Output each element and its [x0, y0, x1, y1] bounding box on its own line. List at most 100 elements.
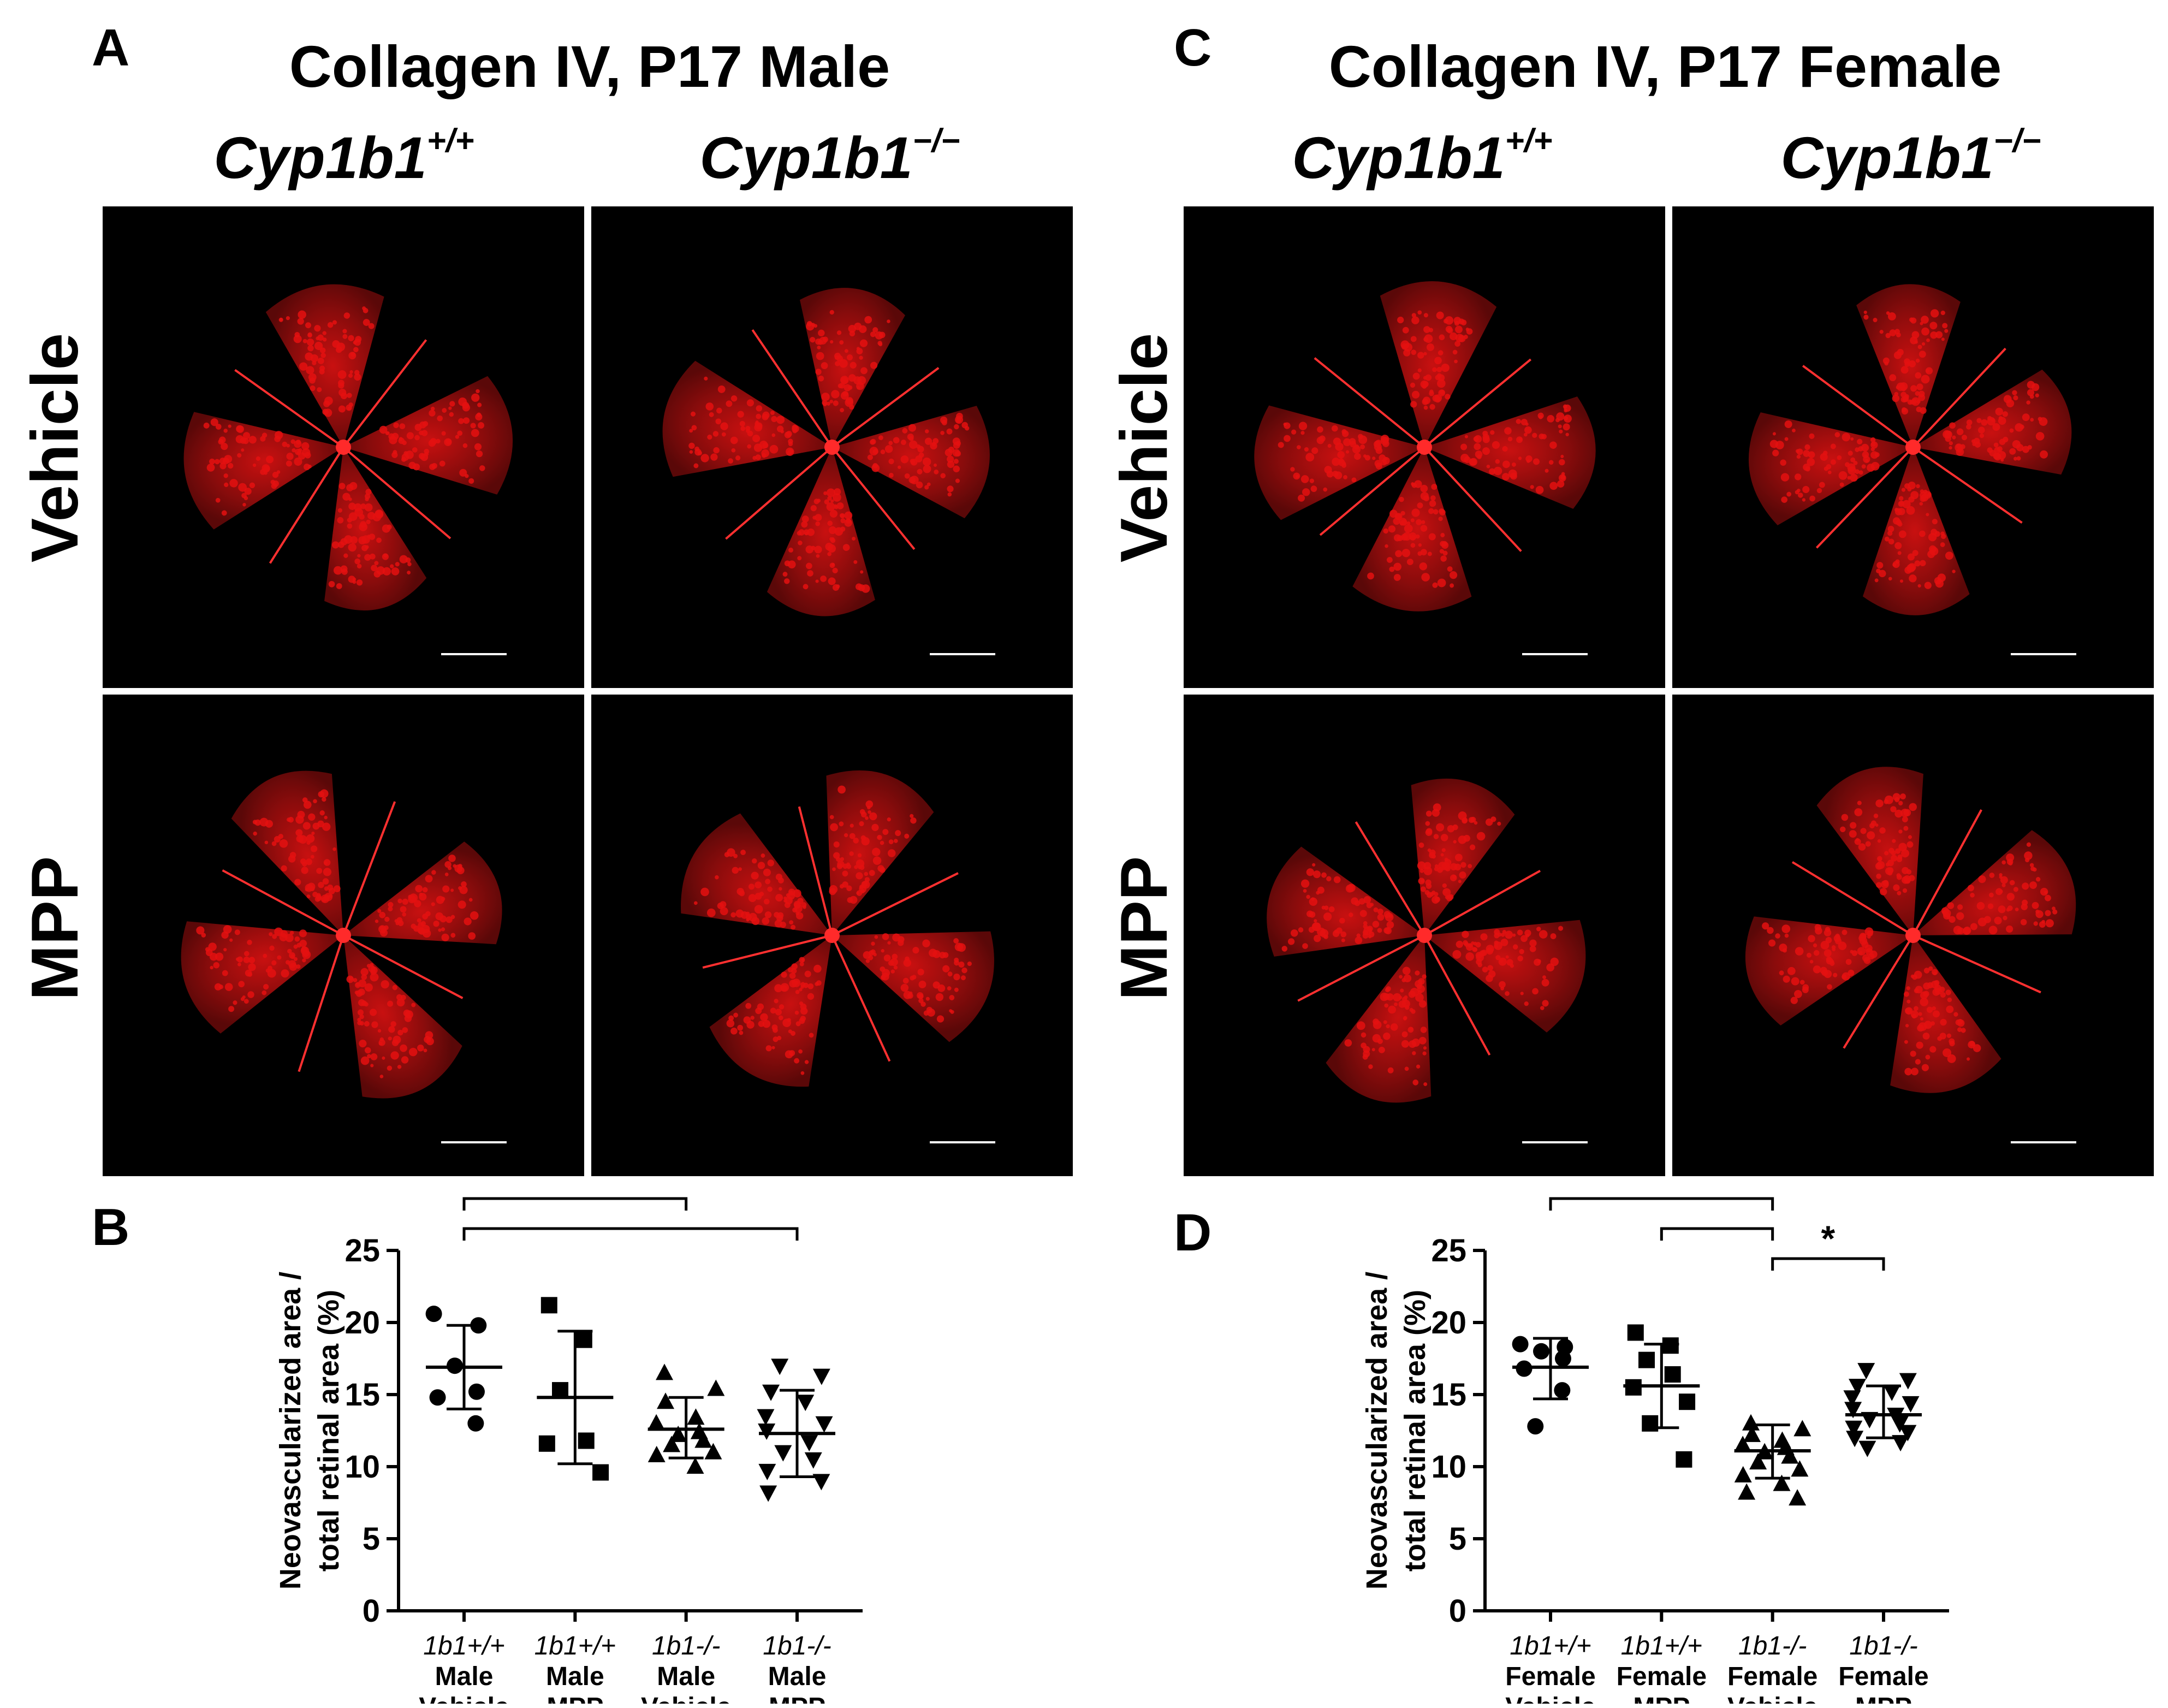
x-tick-label: Vehicle — [419, 1693, 509, 1704]
data-point — [797, 1395, 815, 1412]
chart-d: 0 5 10 15 20 25 Neovascularized area / total re… — [1361, 1179, 1949, 1704]
significance-bracket — [1771, 1257, 1885, 1271]
data-point — [1781, 1447, 1799, 1464]
data-point — [774, 1445, 792, 1462]
retina-petal — [1862, 447, 1970, 615]
y-tick-label: 15 — [1431, 1377, 1466, 1413]
data-point — [757, 1409, 775, 1426]
y-tick-label: 5 — [363, 1521, 380, 1557]
x-tick-label: 1b1-/- — [1849, 1632, 1917, 1660]
genotype-header-a-ko: Cyp1b1−/− — [699, 122, 960, 191]
data-point — [1845, 1420, 1863, 1437]
data-point — [1734, 1466, 1752, 1482]
x-tick-label: MPP — [547, 1693, 603, 1704]
y-tick-label: 25 — [344, 1233, 380, 1268]
retina-petal — [265, 284, 384, 447]
x-tick-label: Female — [1505, 1662, 1595, 1691]
data-point — [552, 1382, 569, 1399]
x-tick-label: Female — [1838, 1662, 1928, 1691]
data-point — [1642, 1415, 1659, 1432]
data-point — [1793, 1420, 1811, 1437]
data-point — [429, 1389, 446, 1406]
retina-petal — [1380, 281, 1497, 447]
data-point — [686, 1457, 704, 1474]
micrograph-male-ko-vehicle — [591, 206, 1073, 688]
data-point — [812, 1474, 830, 1491]
retina-flatmount — [662, 288, 990, 616]
significance-bracket — [462, 1227, 799, 1241]
data-point — [687, 1408, 705, 1425]
y-tick-label: 25 — [1431, 1233, 1466, 1268]
panel-c-title: Collagen IV, P17 Female — [1328, 33, 2002, 99]
micrograph-male-wt-mpp — [103, 695, 584, 1176]
data-point — [815, 1416, 833, 1433]
data-point — [1527, 1418, 1544, 1435]
data-point — [758, 1424, 776, 1440]
significance-label: *** — [1641, 1179, 1683, 1199]
significance-bracket — [1549, 1197, 1774, 1211]
data-point — [1742, 1414, 1760, 1431]
data-point — [759, 1485, 777, 1502]
y-tick-label: 0 — [1449, 1593, 1466, 1629]
data-point — [1891, 1416, 1909, 1433]
row-label-mpp-a: MPP — [17, 856, 92, 1001]
x-tick-label: 1b1-/- — [652, 1632, 720, 1660]
x-tick-label: 1b1+/+ — [1621, 1632, 1702, 1660]
micrograph-male-ko-mpp — [591, 695, 1073, 1176]
data-point — [694, 1431, 712, 1448]
micrograph-female-wt-vehicle — [1184, 206, 1665, 688]
chart-b: 0 5 10 15 20 25 Neovascularized area / total re… — [274, 1179, 863, 1704]
retina-flatmount — [1745, 767, 2076, 1093]
y-tick-label: 0 — [363, 1593, 380, 1629]
x-tick-label: Vehicle — [1505, 1693, 1595, 1704]
data-point — [800, 1435, 818, 1452]
data-point — [538, 1435, 555, 1452]
data-point — [707, 1379, 725, 1396]
micrograph-female-wt-mpp — [1184, 695, 1665, 1176]
data-point — [1849, 1379, 1867, 1396]
y-tick-label: 20 — [1431, 1305, 1466, 1341]
data-point — [578, 1432, 595, 1449]
data-point — [1533, 1343, 1550, 1360]
data-point — [648, 1414, 666, 1431]
data-point — [1679, 1393, 1696, 1410]
data-point — [1899, 1425, 1917, 1442]
data-point — [1844, 1402, 1862, 1419]
y-tick-label: 20 — [344, 1305, 380, 1341]
data-point — [1791, 1460, 1809, 1477]
panel-letter-d: D — [1174, 1203, 1212, 1262]
data-point — [812, 1368, 830, 1385]
y-axis-label-line2: total retinal area (%) — [312, 1290, 345, 1571]
y-axis-label-line1: Neovascularized area / — [1361, 1272, 1393, 1590]
data-point — [468, 1383, 485, 1400]
x-tick-label: Male — [657, 1662, 715, 1691]
row-label-vehicle-c: Vehicle — [1107, 333, 1181, 563]
genotype-header-c-ko: Cyp1b1−/− — [1780, 122, 2041, 191]
panel-letter-a: A — [92, 19, 130, 77]
retina-flatmount — [1254, 281, 1596, 612]
data-point — [657, 1392, 675, 1409]
data-point — [1899, 1373, 1917, 1390]
x-tick-label: Female — [1727, 1662, 1817, 1691]
data-point — [1554, 1350, 1571, 1367]
y-axis-label-line1: Neovascularized area / — [274, 1272, 307, 1590]
data-point — [425, 1306, 442, 1322]
data-point — [592, 1464, 609, 1481]
micrograph-male-wt-vehicle — [103, 206, 584, 688]
data-point — [1738, 1483, 1756, 1500]
y-axis-label-line2: total retinal area (%) — [1399, 1290, 1432, 1571]
x-tick-label: Male — [546, 1662, 604, 1691]
data-point — [1883, 1384, 1901, 1401]
data-point — [575, 1331, 592, 1348]
significance-bracket — [462, 1197, 688, 1211]
row-label-mpp-c: MPP — [1107, 856, 1181, 1001]
panel-letter-c: C — [1174, 19, 1212, 77]
data-point — [656, 1363, 674, 1380]
retina-flatmount — [681, 770, 994, 1087]
retina-flatmount — [1267, 778, 1586, 1103]
data-point — [1662, 1337, 1679, 1354]
data-point — [1846, 1431, 1864, 1448]
data-point — [467, 1415, 484, 1432]
retina-petal — [1424, 396, 1596, 509]
x-tick-label: 1b1+/+ — [423, 1632, 504, 1660]
